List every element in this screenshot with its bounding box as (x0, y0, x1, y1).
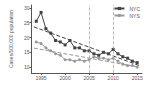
svg-text:NYC: NYC (129, 6, 140, 12)
svg-text:20: 20 (24, 35, 30, 41)
svg-text:2005: 2005 (84, 75, 95, 81)
svg-text:NYS: NYS (129, 13, 140, 19)
svg-text:2010: 2010 (108, 75, 119, 81)
svg-text:15: 15 (24, 49, 30, 55)
svg-text:2000: 2000 (60, 75, 71, 81)
svg-text:Cases/100,000 population: Cases/100,000 population (8, 10, 14, 68)
svg-text:25: 25 (24, 20, 30, 26)
svg-text:1995: 1995 (36, 75, 47, 81)
svg-text:30: 30 (24, 5, 30, 11)
svg-text:2015: 2015 (132, 75, 143, 81)
svg-text:10: 10 (24, 64, 30, 70)
